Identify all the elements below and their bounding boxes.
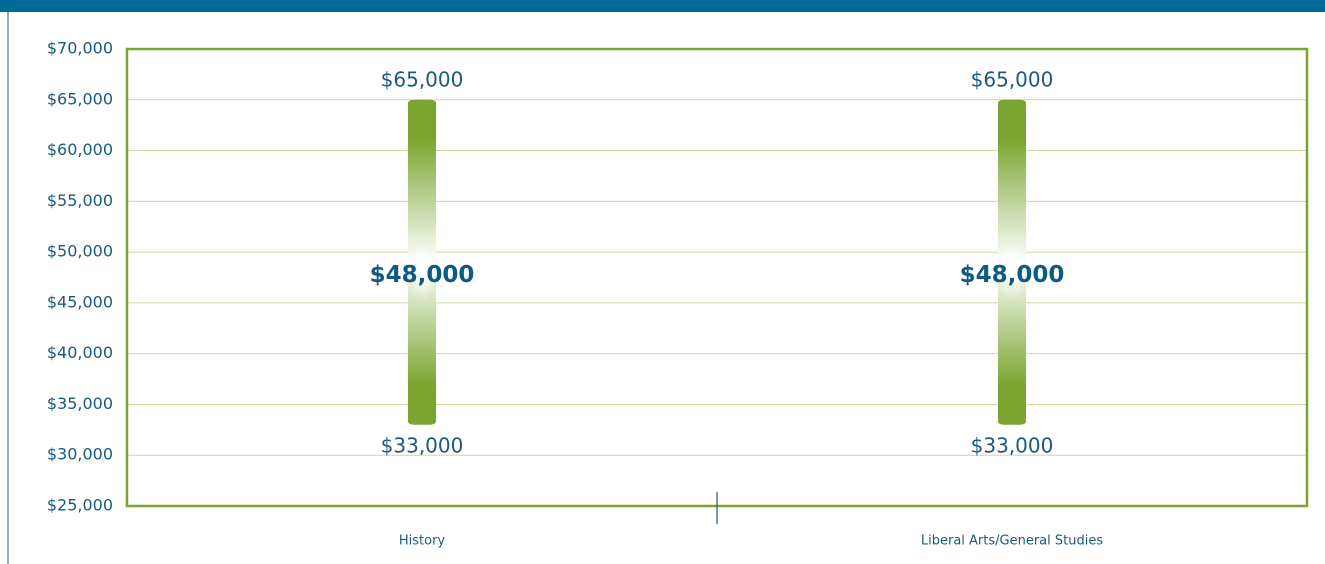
y-tick-label: $60,000 (47, 140, 113, 159)
y-tick-label: $35,000 (47, 394, 113, 413)
median-glow (408, 242, 436, 303)
high-label: $65,000 (971, 67, 1054, 91)
low-label: $33,000 (971, 433, 1054, 457)
y-tick-label: $30,000 (47, 445, 113, 464)
y-tick-label: $40,000 (47, 343, 113, 362)
x-tick-label: History (399, 534, 446, 549)
header-bar (0, 0, 1325, 12)
high-label: $65,000 (381, 67, 464, 91)
median-label: $48,000 (960, 262, 1065, 288)
y-tick-label: $25,000 (47, 496, 113, 515)
median-label: $48,000 (370, 262, 475, 288)
y-tick-label: $55,000 (47, 191, 113, 210)
x-tick-label: Liberal Arts/General Studies (921, 534, 1103, 549)
y-tick-label: $50,000 (47, 242, 113, 261)
plot-border (125, 47, 1309, 508)
low-label: $33,000 (381, 433, 464, 457)
y-tick-label: $45,000 (47, 292, 113, 311)
y-tick-label: $65,000 (47, 89, 113, 108)
median-glow (998, 242, 1026, 303)
y-tick-label: $70,000 (47, 39, 113, 58)
